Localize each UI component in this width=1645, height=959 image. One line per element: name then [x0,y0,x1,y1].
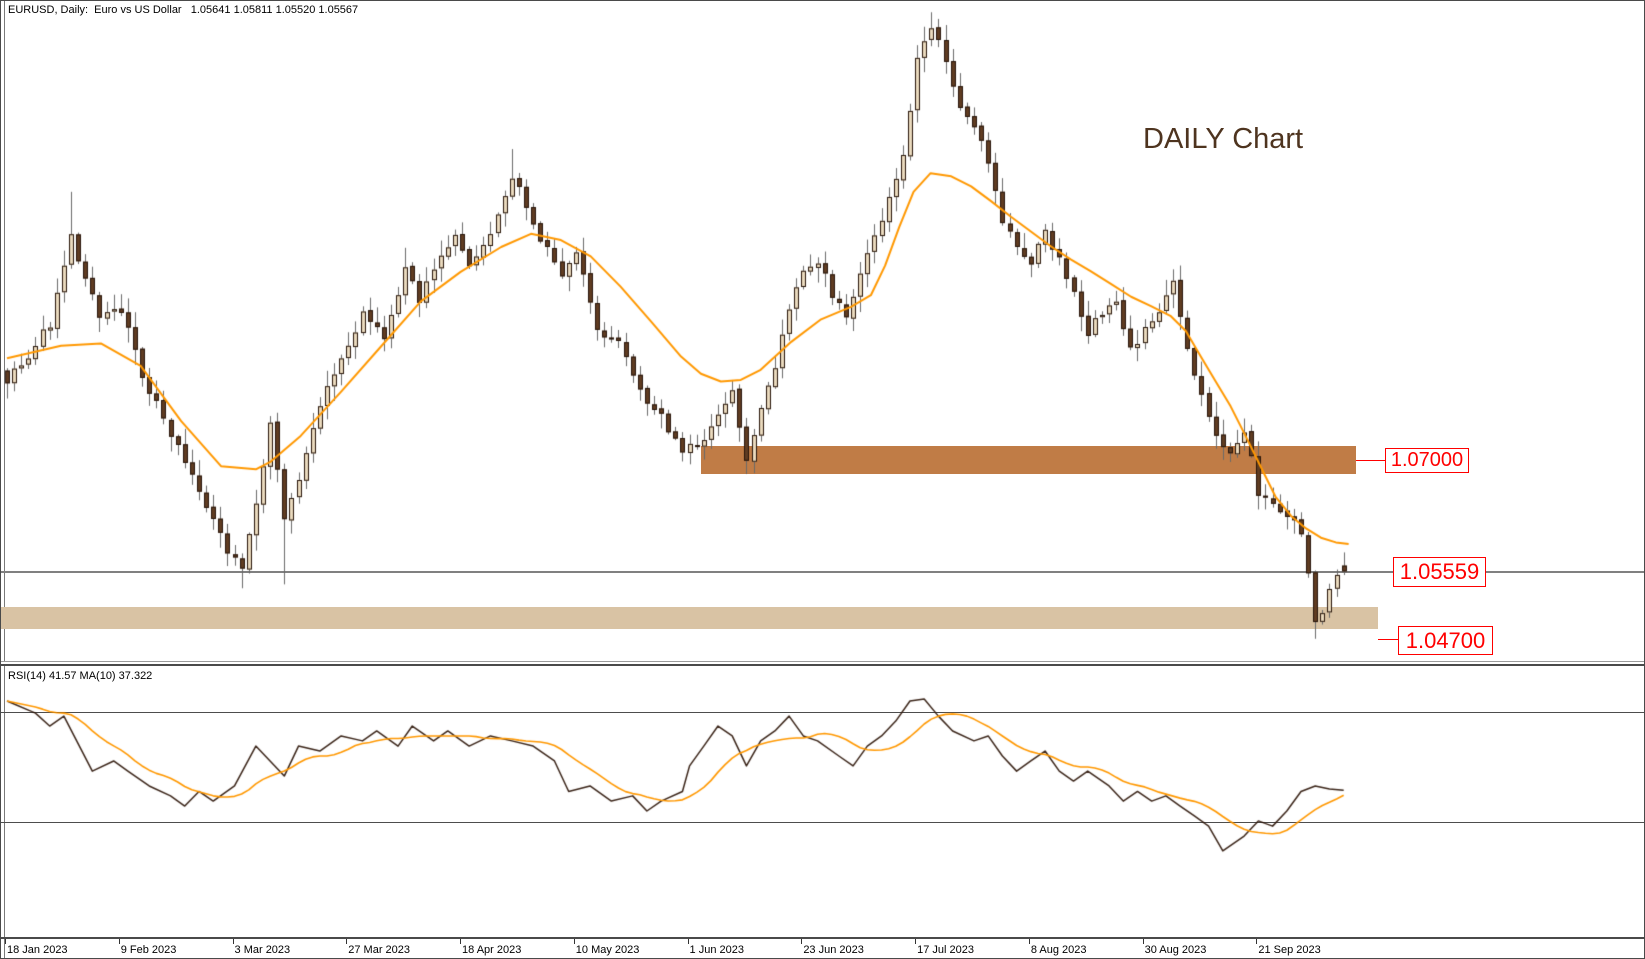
time-axis-date-label: 27 Mar 2023 [348,944,411,956]
time-axis-date-label: 3 Mar 2023 [234,944,291,956]
time-axis-tick [1028,939,1030,944]
time-axis-date-label: 10 May 2023 [575,944,640,956]
time-axis-tick [801,939,803,944]
time-axis-tick [346,939,348,944]
pane-splitter[interactable] [1,661,1644,666]
time-axis-date-label: 23 Jun 2023 [803,944,864,956]
rsi-canvas[interactable] [1,666,1644,937]
time-axis-tick [232,939,234,944]
time-axis-date-label: 17 Jul 2023 [917,944,974,956]
rsi-indicator-label: RSI(14) 41.57 MA(10) 37.322 [8,670,153,682]
time-axis-date-label: 9 Feb 2023 [120,944,177,956]
symbol-header: EURUSD, Daily: Euro vs US Dollar 1.05641… [8,4,359,16]
time-axis-date-label: 30 Aug 2023 [1144,944,1207,956]
time-axis-date-label: 1 Jun 2023 [689,944,744,956]
time-axis-tick [915,939,917,944]
time-axis-date-label: 18 Apr 2023 [462,944,522,956]
time-axis-tick [118,939,120,944]
time-axis-tick [460,939,462,944]
time-axis-tick [5,939,6,944]
time-axis-date-label: 18 Jan 2023 [7,944,68,956]
price-chart-canvas[interactable] [1,1,1644,661]
time-axis-tick [1142,939,1144,944]
time-axis-tick [573,939,575,944]
resistance-price-label[interactable]: 1.07000 [1385,448,1469,473]
price-pane: DAILY Chart 1.07000 1.05559 1.04700 [1,1,1644,661]
time-axis-tick [1256,939,1258,944]
support-price-label[interactable]: 1.04700 [1398,626,1493,655]
time-axis-date-label: 21 Sep 2023 [1258,944,1321,956]
rsi-pane: RSI(14) 41.57 MA(10) 37.322 [1,666,1644,937]
chart-title-annotation[interactable]: DAILY Chart [1143,123,1304,155]
time-axis[interactable]: 18 Jan 2023 9 Feb 2023 3 Mar 2023 27 Mar 20… [1,937,1644,958]
current-price-label[interactable]: 1.05559 [1393,557,1486,587]
support-label-connector [1378,639,1398,640]
time-axis-date-label: 8 Aug 2023 [1030,944,1087,956]
time-axis-tick [687,939,689,944]
resistance-label-connector [1356,460,1385,461]
